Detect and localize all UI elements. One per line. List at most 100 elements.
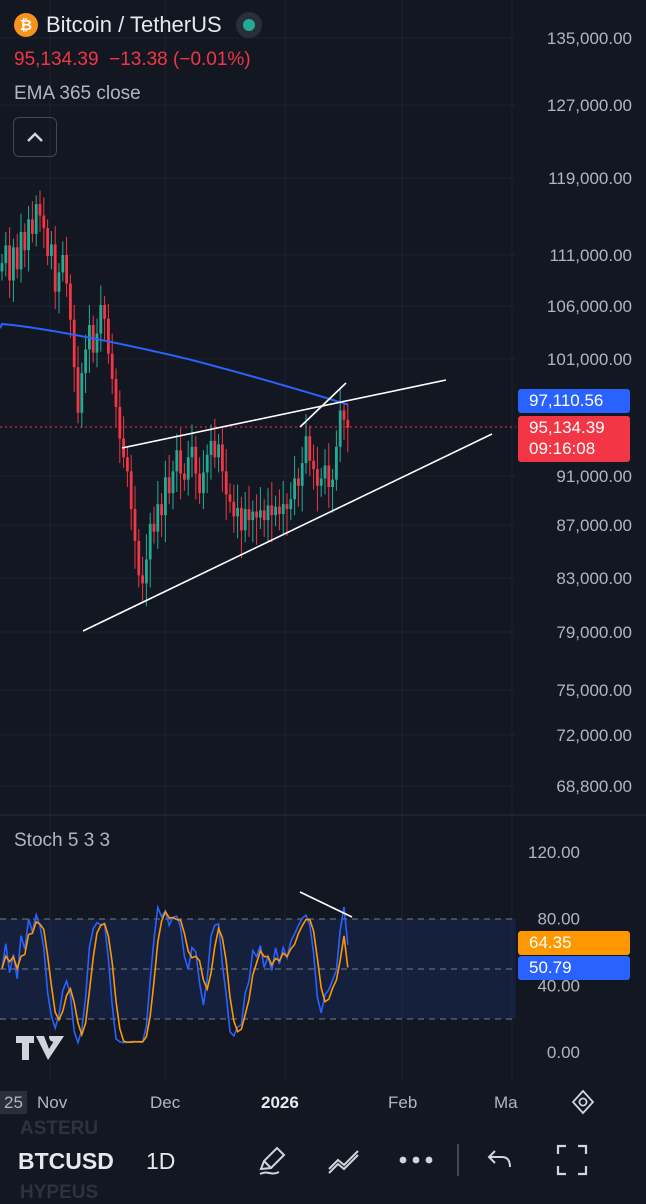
candle-body <box>46 228 49 257</box>
stoch-indicator-label[interactable]: Stoch 5 3 3 <box>14 830 111 851</box>
candle-body <box>129 471 133 510</box>
time-label-dec: Dec <box>150 1093 181 1112</box>
candle-body <box>194 446 198 474</box>
candle-body <box>8 245 11 281</box>
fullscreen-icon[interactable] <box>552 1140 592 1180</box>
chevron-up-icon <box>27 132 43 142</box>
candle-body <box>57 272 61 292</box>
grid-lines <box>0 0 516 1080</box>
symbol-header[interactable]: ₿ Bitcoin / TetherUS <box>14 12 262 38</box>
pen-icon[interactable] <box>252 1140 292 1180</box>
candle-body <box>312 460 315 469</box>
candle-body <box>297 478 300 486</box>
stoch-divergence-line <box>299 891 353 918</box>
candle-body <box>323 465 327 479</box>
price-axis-label: 83,000.00 <box>556 569 632 588</box>
bottom-toolbar <box>0 1118 646 1200</box>
candle-body <box>80 373 84 413</box>
time-label-nov: Nov <box>37 1093 68 1112</box>
candle-body <box>300 463 304 486</box>
candles <box>0 190 350 607</box>
more-tools-icon[interactable] <box>624 1140 646 1180</box>
candle-body <box>107 318 110 354</box>
candle-body <box>232 501 236 517</box>
time-label-mar: Ma <box>494 1093 518 1112</box>
price-axis-label: 106,000.00 <box>547 297 632 316</box>
price-change-line: 95,134.39 −13.38 (−0.01%) <box>14 49 251 71</box>
price-axis-label: 101,000.00 <box>547 350 632 369</box>
toolbar-divider <box>457 1144 459 1176</box>
candle-body <box>84 349 87 374</box>
candle-body <box>236 507 239 517</box>
candle-body <box>335 446 338 480</box>
candle-body <box>198 473 201 494</box>
candle-body <box>327 465 331 488</box>
candle-body <box>69 283 72 320</box>
stoch-axis: 120.00 80.00 40.00 0.00 <box>528 843 580 1062</box>
price-axis-label: 68,800.00 <box>556 777 632 796</box>
price-axis-label: 87,000.00 <box>556 516 632 535</box>
candle-body <box>23 231 27 251</box>
watchlist-ghost-symbol-2: HYPEUS <box>20 1182 99 1203</box>
candle-body <box>342 410 346 420</box>
price-axis-label: 91,000.00 <box>556 467 632 486</box>
candle-body <box>213 440 217 458</box>
symbol-button[interactable]: BTCUSD <box>18 1148 114 1174</box>
candle-body <box>72 319 76 368</box>
candle-body <box>285 504 289 510</box>
candle-body <box>156 504 160 532</box>
candle-body <box>164 477 167 516</box>
candle-body <box>331 479 334 488</box>
candle-body <box>171 471 175 494</box>
candle-body <box>27 219 30 251</box>
tradingview-logo[interactable] <box>16 1032 64 1068</box>
price-axis-label: 72,000.00 <box>556 726 632 745</box>
candle-body <box>224 471 228 495</box>
symbol-title[interactable]: Bitcoin / TetherUS <box>46 12 222 37</box>
candle-body <box>304 436 308 464</box>
ema-indicator-label[interactable]: EMA 365 close <box>14 83 141 104</box>
stoch-d-tag: 50.79 <box>518 956 630 980</box>
trendline-wedge-top <box>299 382 347 428</box>
gear-icon[interactable] <box>570 1089 596 1115</box>
candle-body <box>114 378 118 407</box>
more-icon[interactable] <box>396 1140 436 1180</box>
price-axis-label: 119,000.00 <box>548 169 632 188</box>
stoch-axis-label: 120.00 <box>528 843 580 862</box>
chart-canvas[interactable]: 135,000.00 127,000.00 119,000.00 111,000.00… <box>0 0 646 1118</box>
candle-body <box>289 499 293 510</box>
candle-body <box>259 510 262 518</box>
trendline-icon[interactable] <box>324 1140 364 1180</box>
candle-body <box>179 450 182 474</box>
candle-body <box>346 419 350 428</box>
candle-body <box>12 247 15 281</box>
candle-body <box>266 505 270 521</box>
interval-button[interactable]: 1D <box>146 1148 176 1174</box>
stoch-axis-label: 80.00 <box>537 910 580 929</box>
candle-body <box>293 478 296 500</box>
ema-365-line <box>0 322 349 406</box>
candle-body <box>278 506 281 514</box>
candle-body <box>65 255 68 284</box>
time-label-feb: Feb <box>388 1093 418 1112</box>
candle-body <box>118 406 122 439</box>
stoch-k-tag: 64.35 <box>518 931 630 955</box>
candle-body <box>221 444 224 472</box>
time-label-2026: 2026 <box>261 1093 299 1112</box>
last-price-tag-value: 95,134.39 <box>529 418 605 437</box>
candle-body <box>50 244 53 257</box>
market-status-icon[interactable] <box>235 12 262 38</box>
candle-body <box>209 440 213 455</box>
candle-body <box>0 263 4 272</box>
stoch-axis-label: 0.00 <box>547 1043 580 1062</box>
candle-body <box>126 457 129 472</box>
candle-body <box>148 523 152 560</box>
undo-icon[interactable] <box>480 1140 520 1180</box>
trendline-upper <box>121 379 447 449</box>
stoch-axis-label: 40.00 <box>537 976 580 995</box>
collapse-legend-button[interactable] <box>13 117 57 157</box>
candle-body <box>137 540 141 576</box>
candle-body <box>255 511 258 518</box>
candle-body <box>281 504 285 514</box>
candle-body <box>133 509 137 541</box>
